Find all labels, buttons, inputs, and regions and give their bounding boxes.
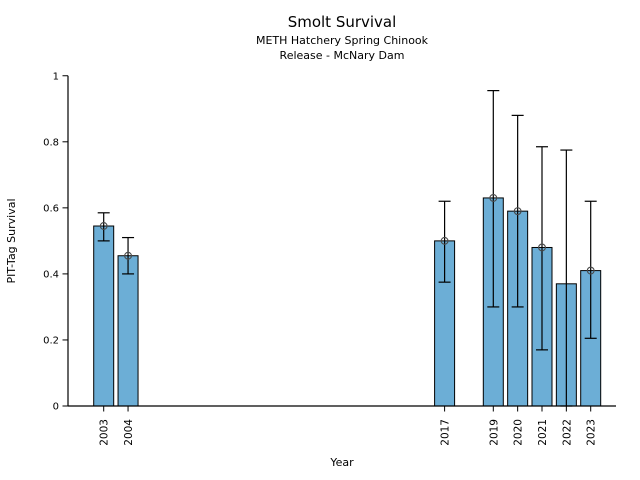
y-tick-label-0.2: 0.2	[43, 335, 59, 346]
y-axis-label: PIT-Tag Survival	[5, 198, 18, 283]
y-tick-label-1: 1	[53, 71, 59, 82]
y-tick-label-0.8: 0.8	[43, 137, 59, 148]
chart-title: Smolt Survival	[288, 13, 397, 31]
x-tick-label-2021: 2021	[537, 419, 549, 446]
marker-2023	[586, 266, 595, 275]
x-tick-label-2020: 2020	[513, 419, 525, 446]
bar-2003	[93, 225, 115, 407]
marker-2021	[538, 243, 546, 252]
marker-2017	[440, 236, 449, 245]
x-tick-label-2023: 2023	[586, 419, 598, 446]
y-tick-label-0.6: 0.6	[43, 203, 59, 214]
marker-2019	[489, 193, 498, 202]
x-axis-label: Year	[329, 456, 354, 469]
x-tick-label-2022: 2022	[561, 419, 573, 446]
plot-area: 2003 2004 2017 2019 2020 2021 2022 2023 0 0.2 0.4 0…	[43, 71, 616, 446]
x-tick-label-2003: 2003	[99, 419, 111, 446]
y-tick-label-0: 0	[53, 402, 59, 413]
chart-subtitle-line1: METH Hatchery Spring Chinook	[256, 34, 429, 47]
y-tick-label-0.4: 0.4	[43, 269, 59, 280]
marker-2020	[513, 207, 522, 216]
x-tick-label-2004: 2004	[123, 419, 135, 446]
marker-2004	[124, 251, 133, 260]
marker-2003	[99, 222, 108, 230]
x-tick-label-2017: 2017	[440, 419, 452, 446]
bar-2004	[117, 255, 139, 407]
chart-subtitle-line2: Release - McNary Dam	[280, 49, 405, 62]
x-tick-label-2019: 2019	[488, 419, 500, 446]
